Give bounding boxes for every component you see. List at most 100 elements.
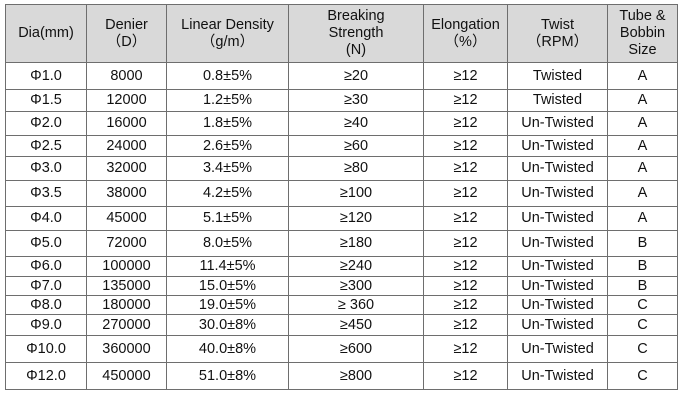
cell-dia: Φ3.5: [5, 180, 87, 207]
cell-tube-bobbin-size: A: [607, 89, 678, 112]
cell-breaking-strength: ≥60: [288, 135, 424, 157]
table-row: Φ2.5 24000 2.6±5% ≥60 ≥12 Un-Twisted A: [5, 135, 678, 157]
cell-denier: 8000: [86, 62, 167, 90]
cell-linear-density: 1.8±5%: [166, 111, 289, 136]
cell-twist: Un-Twisted: [507, 362, 608, 390]
header-denier: Denier （D）: [86, 4, 167, 63]
table-row: Φ7.0 135000 15.0±5% ≥300 ≥12 Un-Twisted B: [5, 276, 678, 296]
cell-twist: Un-Twisted: [507, 135, 608, 157]
header-line: Dia(mm): [18, 25, 74, 41]
cell-elongation: ≥12: [423, 156, 508, 181]
cell-tube-bobbin-size: B: [607, 276, 678, 296]
cell-dia: Φ5.0: [5, 230, 87, 257]
cell-tube-bobbin-size: A: [607, 156, 678, 181]
cell-dia: Φ9.0: [5, 314, 87, 336]
cell-breaking-strength: ≥180: [288, 230, 424, 257]
cell-tube-bobbin-size: C: [607, 314, 678, 336]
table-row: Φ9.0 270000 30.0±8% ≥450 ≥12 Un-Twisted C: [5, 314, 678, 336]
header-breaking-strength: Breaking Strength (N): [288, 4, 424, 63]
cell-twist: Un-Twisted: [507, 256, 608, 277]
header-line: Linear Density: [181, 16, 274, 33]
cell-linear-density: 1.2±5%: [166, 89, 289, 112]
header-line: （%）: [444, 33, 487, 50]
cell-dia: Φ1.0: [5, 62, 87, 90]
header-line: （g/m）: [200, 33, 255, 50]
cell-linear-density: 5.1±5%: [166, 206, 289, 231]
cell-tube-bobbin-size: C: [607, 295, 678, 315]
cell-tube-bobbin-size: A: [607, 135, 678, 157]
cell-tube-bobbin-size: A: [607, 111, 678, 136]
cell-elongation: ≥12: [423, 89, 508, 112]
cell-elongation: ≥12: [423, 314, 508, 336]
cell-denier: 38000: [86, 180, 167, 207]
table-row: Φ1.5 12000 1.2±5% ≥30 ≥12 Twisted A: [5, 89, 678, 112]
cell-twist: Un-Twisted: [507, 111, 608, 136]
cell-elongation: ≥12: [423, 135, 508, 157]
cell-dia: Φ7.0: [5, 276, 87, 296]
cell-twist: Twisted: [507, 62, 608, 90]
header-line: Size: [628, 42, 657, 58]
cell-elongation: ≥12: [423, 335, 508, 363]
table-row: Φ3.5 38000 4.2±5% ≥100 ≥12 Un-Twisted A: [5, 180, 678, 207]
cell-denier: 270000: [86, 314, 167, 336]
header-line: Bobbin: [619, 25, 666, 41]
cell-linear-density: 51.0±8%: [166, 362, 289, 390]
cell-linear-density: 2.6±5%: [166, 135, 289, 157]
cell-dia: Φ2.5: [5, 135, 87, 157]
cell-breaking-strength: ≥240: [288, 256, 424, 277]
cell-denier: 24000: [86, 135, 167, 157]
table-row: Φ4.0 45000 5.1±5% ≥120 ≥12 Un-Twisted A: [5, 206, 678, 231]
table-row: Φ5.0 72000 8.0±5% ≥180 ≥12 Un-Twisted B: [5, 230, 678, 257]
header-row: Dia(mm) Denier （D） Linear Density （g/m） Break…: [5, 4, 678, 63]
cell-linear-density: 4.2±5%: [166, 180, 289, 207]
header-line: (N): [345, 42, 367, 58]
cell-breaking-strength: ≥20: [288, 62, 424, 90]
header-line: Elongation: [431, 16, 500, 33]
cell-dia: Φ8.0: [5, 295, 87, 315]
cell-breaking-strength: ≥300: [288, 276, 424, 296]
cell-dia: Φ4.0: [5, 206, 87, 231]
cell-tube-bobbin-size: A: [607, 206, 678, 231]
cell-tube-bobbin-size: C: [607, 335, 678, 363]
cell-elongation: ≥12: [423, 111, 508, 136]
cell-tube-bobbin-size: A: [607, 180, 678, 207]
cell-breaking-strength: ≥600: [288, 335, 424, 363]
cell-linear-density: 8.0±5%: [166, 230, 289, 257]
cell-breaking-strength: ≥ 360: [288, 295, 424, 315]
header-line: Strength: [328, 25, 384, 41]
cell-dia: Φ6.0: [5, 256, 87, 277]
header-line: （D）: [106, 33, 147, 50]
header-tube-bobbin-size: Tube & Bobbin Size: [607, 4, 678, 63]
cell-denier: 360000: [86, 335, 167, 363]
cell-denier: 450000: [86, 362, 167, 390]
cell-elongation: ≥12: [423, 230, 508, 257]
cell-twist: Un-Twisted: [507, 230, 608, 257]
cell-elongation: ≥12: [423, 256, 508, 277]
cell-elongation: ≥12: [423, 362, 508, 390]
cell-denier: 12000: [86, 89, 167, 112]
cell-breaking-strength: ≥40: [288, 111, 424, 136]
cell-elongation: ≥12: [423, 180, 508, 207]
table-row: Φ2.0 16000 1.8±5% ≥40 ≥12 Un-Twisted A: [5, 111, 678, 136]
cell-twist: Un-Twisted: [507, 206, 608, 231]
cell-tube-bobbin-size: A: [607, 62, 678, 90]
header-linear-density: Linear Density （g/m）: [166, 4, 289, 63]
cell-denier: 72000: [86, 230, 167, 257]
cell-linear-density: 3.4±5%: [166, 156, 289, 181]
cell-dia: Φ10.0: [5, 335, 87, 363]
cell-linear-density: 0.8±5%: [166, 62, 289, 90]
cell-breaking-strength: ≥120: [288, 206, 424, 231]
cell-twist: Un-Twisted: [507, 156, 608, 181]
cell-twist: Un-Twisted: [507, 335, 608, 363]
header-dia: Dia(mm): [5, 4, 87, 63]
cell-denier: 100000: [86, 256, 167, 277]
spec-table: Dia(mm) Denier （D） Linear Density （g/m） Break…: [5, 4, 678, 390]
table-row: Φ6.0 100000 11.4±5% ≥240 ≥12 Un-Twisted B: [5, 256, 678, 277]
table-row: Φ10.0 360000 40.0±8% ≥600 ≥12 Un-Twisted C: [5, 335, 678, 363]
cell-dia: Φ12.0: [5, 362, 87, 390]
header-line: Tube &: [619, 8, 666, 24]
cell-tube-bobbin-size: C: [607, 362, 678, 390]
cell-breaking-strength: ≥450: [288, 314, 424, 336]
header-line: Breaking: [327, 8, 385, 24]
cell-denier: 135000: [86, 276, 167, 296]
